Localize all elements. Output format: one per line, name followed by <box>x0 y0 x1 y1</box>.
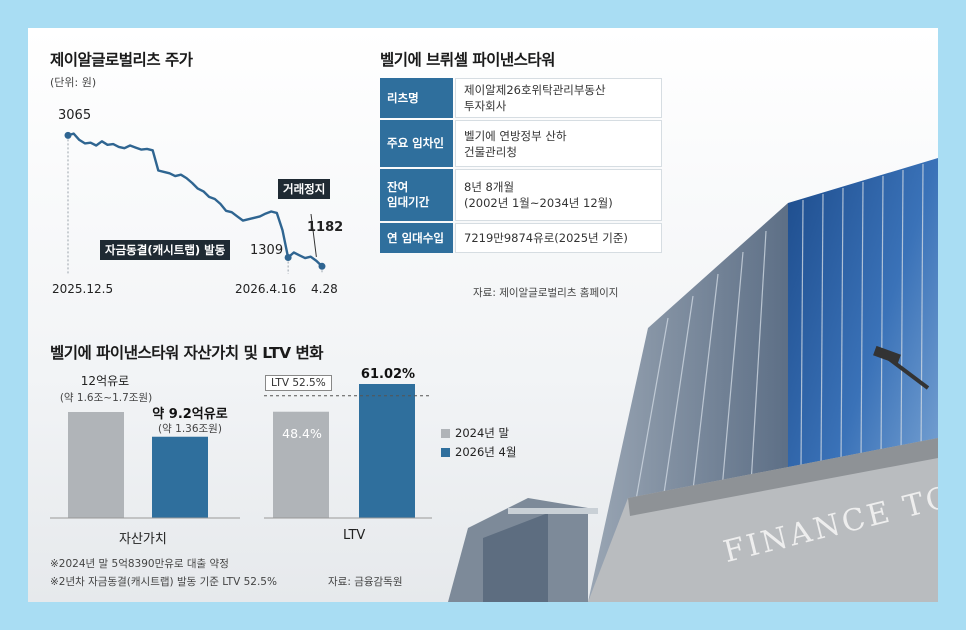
row-header: 잔여 임대기간 <box>380 169 453 221</box>
table-row: 연 임대수입 7219만9874유로(2025년 기준) <box>380 223 662 253</box>
table-source: 자료: 제이알글로벌리츠 홈페이지 <box>473 287 619 299</box>
info-table-title: 벨기에 브뤼셀 파이낸스타워 <box>380 51 555 69</box>
table-row: 잔여 임대기간 8년 8개월 (2002년 1월~2034년 12월) <box>380 169 662 221</box>
stock-chart-unit: (단위: 원) <box>50 76 97 89</box>
footnote-2: ※2년차 자금동결(캐시트랩) 발동 기준 LTV 52.5% <box>50 576 277 588</box>
group2-axis-label: LTV <box>343 528 366 543</box>
bar2-value-label: 약 9.2억유로 <box>152 407 228 422</box>
last-point <box>318 262 326 270</box>
row-header: 리츠명 <box>380 78 453 118</box>
stock-low-value-label: 1309 <box>250 243 284 258</box>
legend-swatch-2024 <box>441 429 450 438</box>
row-value: 7219만9874유로(2025년 기준) <box>455 223 662 253</box>
ltv-bar-2026 <box>359 384 415 518</box>
ltv-bar-2024 <box>273 411 329 518</box>
legend-label-2026: 2026년 4월 <box>455 445 517 459</box>
suspend-connector <box>310 213 317 257</box>
infographic-frame: FINANCE TOW 제이알글로벌리츠 주가 (단위: 원) 3065 거래정… <box>28 28 938 602</box>
asset-bar-2024 <box>68 412 124 518</box>
cashtrap-event-tag: 자금동결(캐시트랩) 발동 <box>100 240 231 260</box>
bar2-sub-label: (약 1.36조원) <box>158 423 222 435</box>
stock-chart-title: 제이알글로벌리츠 주가 <box>50 51 193 69</box>
bar1-sub-label: (약 1.6조~1.7조원) <box>59 392 153 404</box>
ltv2-value-label: 61.02% <box>360 367 416 382</box>
group1-axis-label: 자산가치 <box>119 532 167 547</box>
legend-label-2024: 2024년 말 <box>455 426 510 440</box>
info-table: 리츠명 제이알제26호위탁관리부동산 투자회사 주요 임차인 벨기에 연방정부 … <box>380 78 662 255</box>
bar1-value-label: 12억유로 <box>80 374 130 388</box>
ltv1-value-label: 48.4% <box>282 426 322 441</box>
stock-line-chart <box>64 131 326 274</box>
asset-chart-title: 벨기에 파이낸스타워 자산가치 및 LTV 변화 <box>50 344 324 362</box>
row-value: 제이알제26호위탁관리부동산 투자회사 <box>455 78 662 118</box>
x-label-mid: 2026.4.16 <box>235 282 297 296</box>
x-label-start: 2025.12.5 <box>52 282 114 296</box>
price-series-line <box>67 132 323 268</box>
x-label-end: 4.28 <box>311 282 338 296</box>
legend-swatch-2026 <box>441 448 450 457</box>
table-row: 리츠명 제이알제26호위탁관리부동산 투자회사 <box>380 78 662 118</box>
table-row: 주요 임차인 벨기에 연방정부 산하 건물관리청 <box>380 120 662 167</box>
low-point <box>284 253 292 261</box>
row-value: 8년 8개월 (2002년 1월~2034년 12월) <box>455 169 662 221</box>
ltv-threshold-tag: LTV 52.5% <box>265 375 332 391</box>
start-point <box>64 131 72 139</box>
asset-ltv-bar-chart <box>50 384 432 519</box>
stock-last-value-label: 1182 <box>307 220 344 235</box>
asset-bar-2026 <box>152 436 208 518</box>
row-header: 주요 임차인 <box>380 120 453 167</box>
row-header: 연 임대수입 <box>380 223 453 253</box>
asset-source: 자료: 금융감독원 <box>328 576 403 588</box>
stock-start-value-label: 3065 <box>58 108 92 123</box>
row-value: 벨기에 연방정부 산하 건물관리청 <box>455 120 662 167</box>
suspend-event-tag: 거래정지 <box>278 179 331 199</box>
footnote-1: ※2024년 말 5억8390만유로 대출 약정 <box>50 558 229 570</box>
